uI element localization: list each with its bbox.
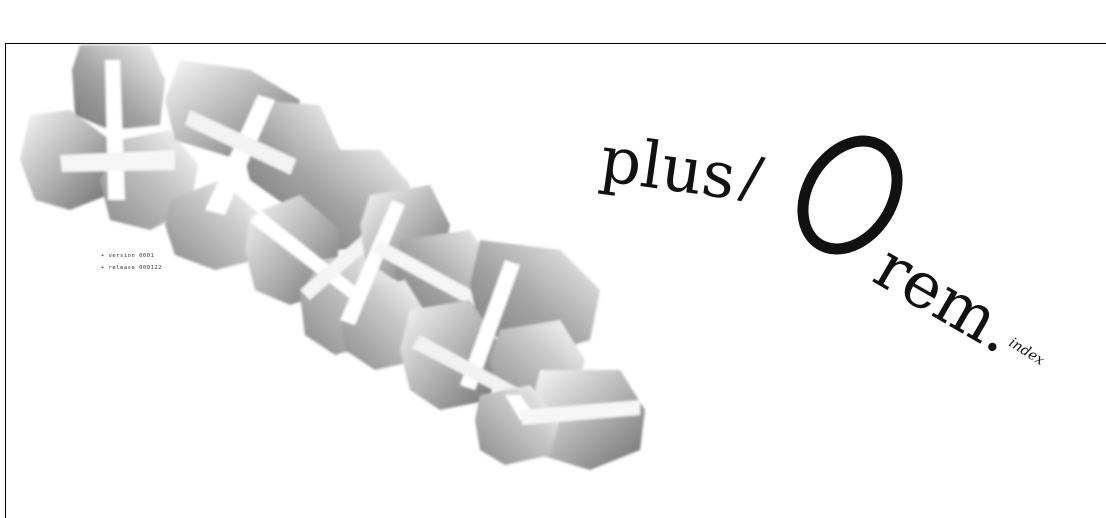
logo-zero-hidden: 0 [580,90,581,91]
main-frame [5,43,1106,518]
site-logo[interactable]: plus / 0 rem. index [580,90,1080,390]
clover-shape [475,370,645,470]
logo-text-rem: rem. [862,230,1028,369]
logo-slash: / [735,142,769,213]
logo-text-index: index [1006,335,1047,369]
clover-shape [165,60,340,270]
logo-zero-ring [797,135,903,255]
release-line: release 000122 [101,262,162,274]
decorative-clover-artwork [20,45,645,470]
version-info: version 0001 release 000122 [101,250,162,274]
logo-text-plus: plus [596,123,740,215]
version-line: version 0001 [101,250,162,262]
